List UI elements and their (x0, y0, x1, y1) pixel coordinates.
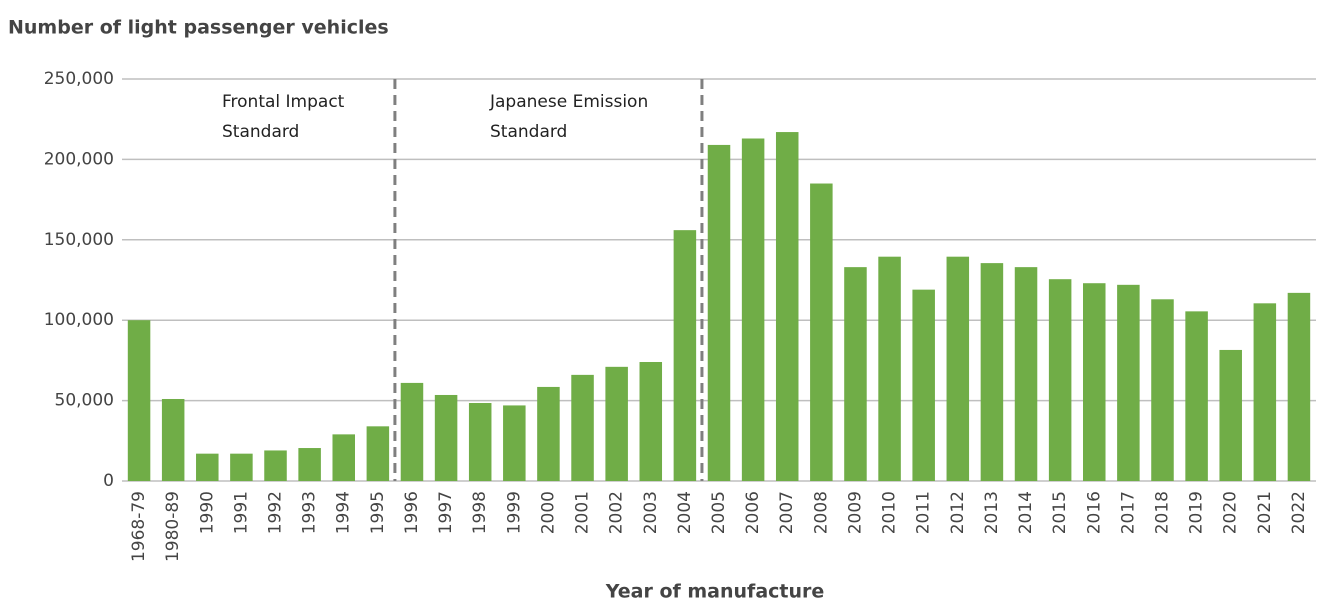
bar (298, 448, 321, 481)
x-axis-title: Year of manufacture (605, 581, 825, 603)
y-tick-label: 200,000 (44, 149, 114, 169)
bar (946, 256, 970, 481)
x-tick-label: 1992 (266, 491, 286, 534)
bar (1014, 267, 1038, 481)
x-tick-label: 2010 (880, 491, 900, 534)
bar (1185, 311, 1208, 481)
annotation-text: Japanese Emission (489, 92, 648, 112)
x-tick-label: 2017 (1118, 491, 1138, 534)
x-tick-label: 2001 (573, 491, 593, 534)
bar (878, 256, 901, 481)
x-tick-label: 2000 (538, 491, 558, 534)
x-tick-label: 1994 (334, 491, 354, 534)
x-tick-label: 1980-89 (163, 491, 183, 562)
bar (1082, 283, 1106, 481)
bar (605, 366, 628, 481)
x-tick-label: 1998 (470, 491, 490, 534)
x-tick-label: 1999 (504, 491, 524, 534)
x-tick-label: 1995 (368, 491, 388, 534)
x-tick-label: 2013 (982, 491, 1002, 534)
annotation-text: Frontal Impact (222, 92, 345, 112)
x-tick-label: 1993 (300, 491, 320, 534)
bar (366, 426, 390, 481)
x-tick-label: 2009 (845, 491, 865, 534)
x-tick-label: 1997 (436, 491, 456, 534)
x-tick-label: 2002 (607, 491, 627, 534)
x-tick-label: 2012 (948, 491, 968, 534)
bar (1048, 279, 1072, 481)
x-tick-label: 2020 (1221, 491, 1241, 534)
bar (1219, 349, 1242, 481)
x-tick-label: 2003 (641, 491, 661, 534)
x-tick-label: 1990 (197, 491, 217, 534)
bar (537, 386, 560, 481)
y-tick-label: 100,000 (44, 310, 114, 330)
bar (230, 453, 253, 481)
bar (707, 144, 731, 482)
bar (434, 394, 458, 481)
bar (775, 132, 799, 481)
bar (400, 382, 424, 481)
bar (127, 320, 151, 481)
x-tick-label: 2004 (675, 491, 695, 534)
bar (1117, 284, 1140, 481)
bar (196, 453, 219, 481)
x-tick-label: 2019 (1187, 491, 1207, 534)
y-tick-label: 0 (103, 471, 114, 491)
x-tick-label: 2006 (743, 491, 763, 534)
chart-title: Number of light passenger vehicles (8, 17, 389, 39)
y-tick-label: 150,000 (44, 230, 114, 250)
x-tick-label: 2015 (1050, 491, 1070, 534)
x-tick-label: 2014 (1016, 491, 1036, 534)
bar (912, 289, 935, 481)
bar (844, 267, 867, 481)
bar (673, 230, 697, 481)
x-tick-label: 2008 (811, 491, 831, 534)
x-tick-label: 2022 (1289, 491, 1309, 534)
x-tick-label: 2018 (1152, 491, 1172, 534)
bar (264, 450, 287, 481)
y-tick-label: 250,000 (44, 69, 114, 89)
bar (810, 183, 833, 481)
bar (1151, 299, 1174, 481)
x-tick-label: 1996 (402, 491, 422, 534)
annotation-text: Standard (222, 122, 299, 142)
bar (503, 405, 526, 481)
x-tick-label: 1968-79 (129, 491, 149, 562)
bar (468, 403, 492, 481)
bar (980, 263, 1004, 481)
annotation-text: Standard (490, 122, 567, 142)
x-tick-label: 2021 (1255, 491, 1275, 534)
x-tick-label: 2011 (914, 491, 934, 534)
bar (571, 374, 594, 481)
bar (161, 398, 185, 481)
y-tick-label: 50,000 (55, 391, 114, 411)
x-tick-label: 2005 (709, 491, 729, 534)
x-tick-label: 2007 (777, 491, 797, 534)
x-tick-label: 1991 (231, 491, 251, 534)
bar (639, 362, 663, 481)
bar (1287, 292, 1311, 481)
bar (741, 138, 765, 481)
bar (1253, 303, 1277, 481)
x-tick-label: 2016 (1084, 491, 1104, 534)
bar (332, 434, 356, 481)
